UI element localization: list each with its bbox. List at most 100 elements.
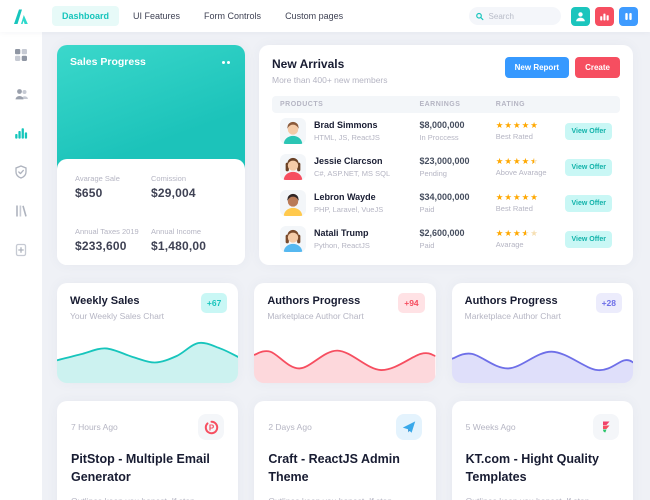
product-skills: C#, ASP.NET, MS SQL bbox=[314, 168, 391, 178]
new-arrivals-subtitle: More than 400+ new members bbox=[272, 75, 388, 85]
user-icon bbox=[576, 11, 585, 21]
article-title: KT.com - Hight Quality Templates bbox=[465, 452, 599, 484]
area-chart bbox=[57, 341, 239, 383]
star-rating: ★ ★ ★ ★ ★ ★ bbox=[495, 156, 538, 166]
sidebar-item-analytics[interactable] bbox=[6, 118, 36, 148]
weekly-sales-card: Weekly Sales Your Weekly Sales Chart +67 bbox=[57, 283, 239, 383]
sidebar-item-library[interactable] bbox=[6, 196, 36, 226]
stat-comission: Comission $29,004 bbox=[151, 174, 196, 200]
product-skills: HTML, JS, ReactJS bbox=[314, 132, 380, 142]
avatar bbox=[280, 118, 306, 144]
product-name: Lebron Wayde bbox=[314, 192, 376, 203]
article-time: 5 Weeks Ago bbox=[465, 422, 516, 432]
earnings-value: $23,000,000 bbox=[419, 156, 470, 167]
sales-progress-title: Sales Progress bbox=[70, 56, 146, 68]
article-card-kt: 5 Weeks Ago KT.com - Hight Quality Templ… bbox=[451, 401, 633, 500]
app-logo[interactable] bbox=[0, 8, 42, 25]
table-row: Lebron Wayde PHP, Laravel, VueJS $34,000… bbox=[272, 185, 620, 221]
bar-chart-icon bbox=[15, 128, 28, 139]
navbar-actions bbox=[571, 6, 638, 26]
card-subtitle: Marketplace Author Chart bbox=[267, 311, 364, 321]
earnings-status: In Proccess bbox=[419, 132, 459, 142]
star-rating: ★ ★ ★ ★ ★ bbox=[495, 120, 538, 130]
column-products: PRODUCTS bbox=[280, 101, 324, 108]
article-time: 2 Days Ago bbox=[268, 422, 312, 432]
article-body: Outlines keep you honest. If stop indulg… bbox=[466, 495, 619, 500]
avatar bbox=[280, 226, 306, 252]
main-content: Sales Progress Avarage Sale $650 Comissi… bbox=[42, 32, 650, 500]
stats-button[interactable] bbox=[595, 6, 614, 26]
earnings-value: $34,000,000 bbox=[419, 192, 470, 203]
card-menu-dots-icon[interactable] bbox=[220, 59, 232, 66]
sidebar-item-new-file[interactable] bbox=[6, 235, 36, 265]
sales-bars bbox=[66, 83, 236, 169]
earnings-status: Pending bbox=[419, 168, 447, 178]
create-button[interactable]: Create bbox=[575, 57, 620, 78]
library-icon bbox=[16, 205, 27, 217]
stat-annual-income: Annual Income $1,480,00 bbox=[151, 226, 207, 253]
nav-item-form-controls[interactable]: Form Controls bbox=[204, 11, 262, 21]
user-button[interactable] bbox=[571, 6, 590, 26]
earnings-status: Paid bbox=[419, 240, 435, 250]
rating-label: Avarage bbox=[495, 240, 524, 249]
kt-logo-icon bbox=[592, 414, 619, 440]
main-nav-menu: Dashboard UI Features Form Controls Cust… bbox=[52, 6, 353, 26]
sales-progress-card: Sales Progress Avarage Sale $650 Comissi… bbox=[57, 45, 245, 265]
pause-icon bbox=[625, 12, 632, 20]
card-subtitle: Marketplace Author Chart bbox=[464, 311, 562, 321]
card-title: Weekly Sales bbox=[70, 295, 140, 307]
sidebar-item-dashboard[interactable] bbox=[6, 40, 36, 70]
authors-progress-card-2: Authors Progress Marketplace Author Char… bbox=[451, 283, 633, 383]
star-rating: ★ ★ ★ ★ ★ bbox=[495, 192, 538, 202]
nav-item-custom-pages[interactable]: Custom pages bbox=[285, 11, 344, 21]
table-row: Brad Simmons HTML, JS, ReactJS $8,000,00… bbox=[272, 113, 620, 149]
article-body: Outlines keep you honest. If stop indulg… bbox=[268, 495, 421, 500]
view-offer-button[interactable]: View Offer bbox=[565, 194, 612, 212]
sidebar-item-security[interactable] bbox=[6, 157, 36, 187]
article-title: PitStop - Multiple Email Generator bbox=[71, 452, 210, 484]
new-arrivals-title: New Arrivals bbox=[272, 57, 345, 71]
product-skills: Python, ReactJS bbox=[314, 240, 370, 250]
view-offer-button[interactable]: View Offer bbox=[565, 122, 612, 140]
view-offer-button[interactable]: View Offer bbox=[565, 230, 612, 248]
shield-check-icon bbox=[15, 165, 27, 179]
left-sidebar bbox=[0, 32, 42, 500]
product-name: Jessie Clarcson bbox=[314, 156, 383, 167]
svg-text:P: P bbox=[209, 423, 215, 432]
top-navbar: Dashboard UI Features Form Controls Cust… bbox=[0, 0, 650, 32]
paper-plane-icon bbox=[395, 414, 422, 440]
users-icon bbox=[15, 89, 28, 100]
earnings-value: $8,000,000 bbox=[419, 120, 465, 131]
table-row: Jessie Clarcson C#, ASP.NET, MS SQL $23,… bbox=[272, 149, 620, 185]
nav-item-ui-features[interactable]: UI Features bbox=[133, 11, 181, 21]
stat-annual-taxes: Annual Taxes 2019 $233,600 bbox=[75, 226, 139, 253]
rating-label: Best Rated bbox=[495, 132, 533, 141]
star-rating: ★ ★ ★ ★ ★ ★ bbox=[495, 228, 538, 238]
card-title: Authors Progress bbox=[464, 295, 558, 307]
article-body: Outlines keep you honest. If stop indulg… bbox=[71, 495, 224, 500]
table-row: Natali Trump Python, ReactJS $2,600,000 … bbox=[272, 221, 620, 257]
avatar bbox=[280, 190, 306, 216]
area-chart bbox=[254, 349, 436, 383]
card-subtitle: Your Weekly Sales Chart bbox=[70, 311, 165, 321]
sidebar-item-users[interactable] bbox=[6, 79, 36, 109]
delta-badge: +94 bbox=[398, 293, 425, 313]
delta-badge: +67 bbox=[200, 293, 228, 313]
nav-item-dashboard[interactable]: Dashboard bbox=[52, 6, 120, 26]
file-plus-icon bbox=[15, 243, 27, 257]
article-title: Craft - ReactJS Admin Theme bbox=[268, 452, 400, 484]
authors-progress-card: Authors Progress Marketplace Author Char… bbox=[254, 283, 436, 383]
stat-average-sale: Avarage Sale $650 bbox=[75, 174, 120, 200]
search-icon bbox=[476, 12, 484, 20]
rating-label: Best Rated bbox=[495, 204, 533, 213]
logo-icon bbox=[14, 9, 28, 24]
new-report-button[interactable]: New Report bbox=[504, 57, 570, 78]
avatar bbox=[280, 154, 306, 180]
pause-button[interactable] bbox=[619, 6, 638, 26]
view-offer-button[interactable]: View Offer bbox=[565, 158, 612, 176]
earnings-status: Paid bbox=[419, 204, 435, 214]
product-name: Brad Simmons bbox=[314, 120, 378, 131]
sales-progress-chart: Sales Progress bbox=[57, 45, 245, 169]
search-input[interactable] bbox=[488, 11, 554, 21]
rating-label: Above Avarage bbox=[495, 168, 547, 177]
